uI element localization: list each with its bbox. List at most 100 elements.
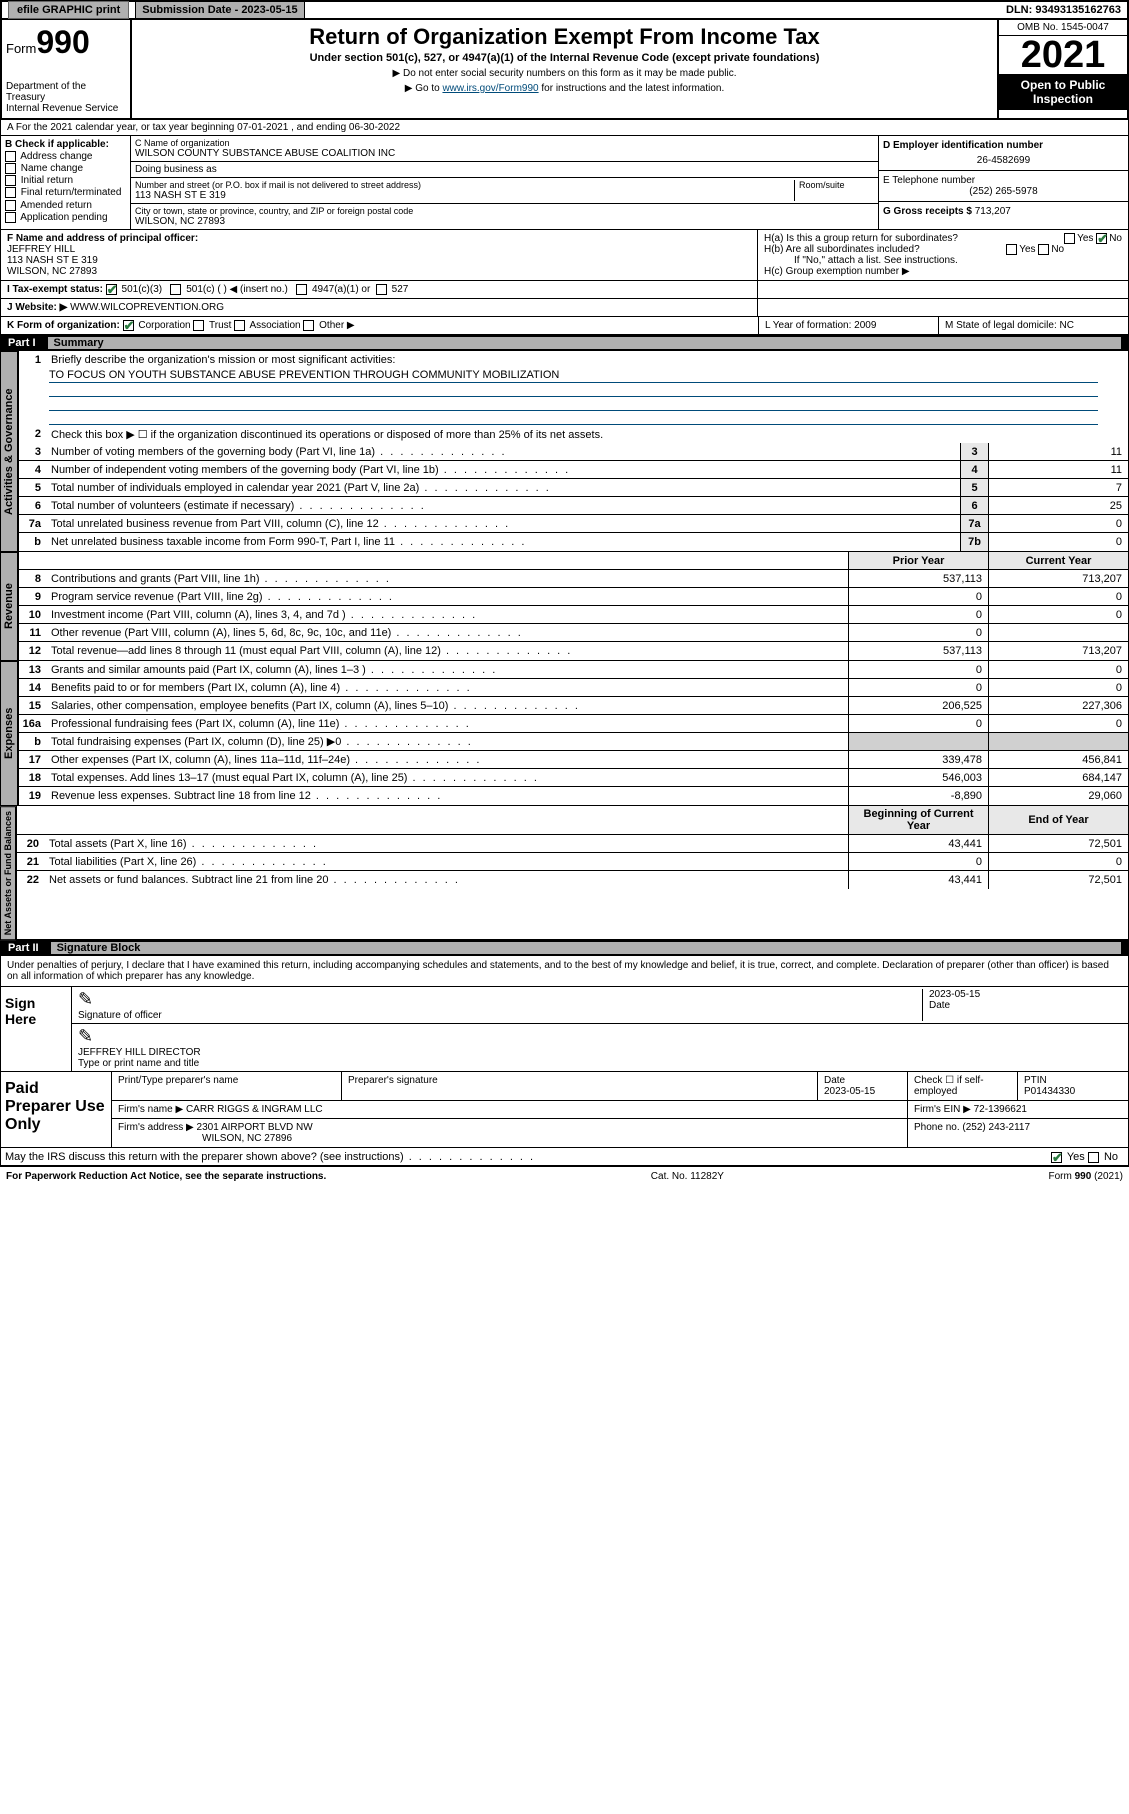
curr-value: 456,841: [988, 751, 1128, 768]
line-value: 0: [988, 533, 1128, 551]
prior-value: 537,113: [848, 642, 988, 660]
line1-label: Briefly describe the organization's miss…: [47, 352, 1128, 368]
line-desc: Grants and similar amounts paid (Part IX…: [47, 662, 848, 678]
room-label: Room/suite: [794, 180, 874, 201]
curr-value: 0: [988, 853, 1128, 870]
curr-value: 0: [988, 588, 1128, 605]
row-j: J Website: ▶ WWW.WILCOPREVENTION.ORG: [0, 299, 1129, 317]
year-box: OMB No. 1545-0047 2021 Open to Public In…: [997, 20, 1127, 118]
self-employed-check: Check ☐ if self-employed: [908, 1072, 1018, 1100]
ha-no-checkbox[interactable]: [1096, 233, 1107, 244]
efile-cell: efile GRAPHIC print: [2, 2, 136, 18]
line-desc: Number of voting members of the governin…: [47, 444, 960, 460]
line-desc: Other expenses (Part IX, column (A), lin…: [47, 752, 848, 768]
hdr-current: Current Year: [988, 552, 1128, 569]
prior-value: [848, 733, 988, 750]
colb-checkbox[interactable]: [5, 151, 16, 162]
4947-checkbox[interactable]: [296, 284, 307, 295]
line-desc: Benefits paid to or for members (Part IX…: [47, 680, 848, 696]
curr-value: [988, 624, 1128, 641]
submission-date: Submission Date - 2023-05-15: [136, 2, 304, 18]
note-ssn: ▶ Do not enter social security numbers o…: [136, 68, 993, 79]
line-desc: Number of independent voting members of …: [47, 462, 960, 478]
section-expenses: Expenses 13Grants and similar amounts pa…: [0, 661, 1129, 806]
hb-no-checkbox[interactable]: [1038, 244, 1049, 255]
col-b-checkboxes: B Check if applicable: Address change Na…: [1, 136, 131, 229]
side-revenue: Revenue: [0, 552, 18, 661]
curr-value: 0: [988, 715, 1128, 732]
colb-checkbox[interactable]: [5, 163, 16, 174]
irs-link[interactable]: www.irs.gov/Form990: [442, 83, 538, 94]
colb-checkbox[interactable]: [5, 175, 16, 186]
prior-value: 0: [848, 661, 988, 678]
part2-header: Part II Signature Block: [0, 940, 1129, 956]
hdr-prior: Prior Year: [848, 552, 988, 569]
line2-label: Check this box ▶ ☐ if the organization d…: [47, 426, 1128, 443]
line-desc: Salaries, other compensation, employee b…: [47, 698, 848, 714]
col-c-org: C Name of organizationWILSON COUNTY SUBS…: [131, 136, 878, 229]
gross-value: 713,207: [975, 206, 1011, 217]
line-value: 11: [988, 443, 1128, 460]
org-name: WILSON COUNTY SUBSTANCE ABUSE COALITION …: [135, 148, 874, 159]
curr-value: 72,501: [988, 871, 1128, 889]
assoc-checkbox[interactable]: [234, 320, 245, 331]
side-expenses: Expenses: [0, 661, 18, 806]
declaration-text: Under penalties of perjury, I declare th…: [1, 956, 1128, 986]
line-desc: Professional fundraising fees (Part IX, …: [47, 716, 848, 732]
prep-name-label: Print/Type preparer's name: [112, 1072, 342, 1100]
501c-checkbox[interactable]: [170, 284, 181, 295]
addr-label: Number and street (or P.O. box if mail i…: [135, 180, 794, 190]
curr-value: [988, 733, 1128, 750]
prep-date: 2023-05-15: [824, 1086, 875, 1097]
prior-value: 0: [848, 715, 988, 732]
efile-button[interactable]: efile GRAPHIC print: [8, 1, 129, 19]
other-checkbox[interactable]: [303, 320, 314, 331]
line-value: 11: [988, 461, 1128, 478]
form-subtitle: Under section 501(c), 527, or 4947(a)(1)…: [136, 52, 993, 64]
ha-yes-checkbox[interactable]: [1064, 233, 1075, 244]
street-addr: 113 NASH ST E 319: [135, 190, 794, 201]
line-desc: Total fundraising expenses (Part IX, col…: [47, 733, 848, 750]
line-desc: Total unrelated business revenue from Pa…: [47, 516, 960, 532]
phone-label: E Telephone number: [883, 175, 1124, 186]
527-checkbox[interactable]: [376, 284, 387, 295]
colb-checkbox[interactable]: [5, 200, 16, 211]
curr-value: 713,207: [988, 642, 1128, 660]
form-title: Return of Organization Exempt From Incom…: [136, 24, 993, 50]
col-d-info: D Employer identification number26-45826…: [878, 136, 1128, 229]
gross-label: G Gross receipts $: [883, 206, 975, 217]
prior-value: 43,441: [848, 835, 988, 852]
group-exemption: H(c) Group exemption number ▶: [764, 266, 1122, 277]
line-desc: Contributions and grants (Part VIII, lin…: [47, 571, 848, 587]
part1-header: Part I Summary: [0, 335, 1129, 351]
row-klm: K Form of organization: Corporation Trus…: [0, 317, 1129, 335]
discuss-yes-checkbox[interactable]: [1051, 1152, 1062, 1163]
line-desc: Total revenue—add lines 8 through 11 (mu…: [47, 643, 848, 659]
501c3-checkbox[interactable]: [106, 284, 117, 295]
note-link: ▶ Go to www.irs.gov/Form990 for instruct…: [136, 83, 993, 94]
discuss-no-checkbox[interactable]: [1088, 1152, 1099, 1163]
hdr-beginning: Beginning of Current Year: [848, 806, 988, 834]
line-desc: Investment income (Part VIII, column (A)…: [47, 607, 848, 623]
colb-checkbox[interactable]: [5, 212, 16, 223]
form-number: 990: [36, 24, 89, 60]
trust-checkbox[interactable]: [193, 320, 204, 331]
dln: DLN: 93493135162763: [1000, 2, 1127, 18]
title-box: Return of Organization Exempt From Incom…: [132, 20, 997, 118]
paid-label: Paid Preparer Use Only: [1, 1072, 111, 1147]
prep-sig-label: Preparer's signature: [342, 1072, 818, 1100]
top-bar: efile GRAPHIC print Submission Date - 20…: [0, 0, 1129, 20]
group-return: H(a) Is this a group return for subordin…: [758, 230, 1128, 280]
curr-value: 0: [988, 661, 1128, 678]
principal-officer: F Name and address of principal officer:…: [1, 230, 758, 280]
line-desc: Other revenue (Part VIII, column (A), li…: [47, 625, 848, 641]
hb-yes-checkbox[interactable]: [1006, 244, 1017, 255]
section-activities: Activities & Governance 1Briefly describ…: [0, 351, 1129, 552]
org-name-label: C Name of organization: [135, 138, 874, 148]
prior-value: 43,441: [848, 871, 988, 889]
corp-checkbox[interactable]: [123, 320, 134, 331]
colb-checkbox[interactable]: [5, 187, 16, 198]
line-value: 7: [988, 479, 1128, 496]
prior-value: 0: [848, 853, 988, 870]
section-bcd: B Check if applicable: Address change Na…: [0, 136, 1129, 230]
